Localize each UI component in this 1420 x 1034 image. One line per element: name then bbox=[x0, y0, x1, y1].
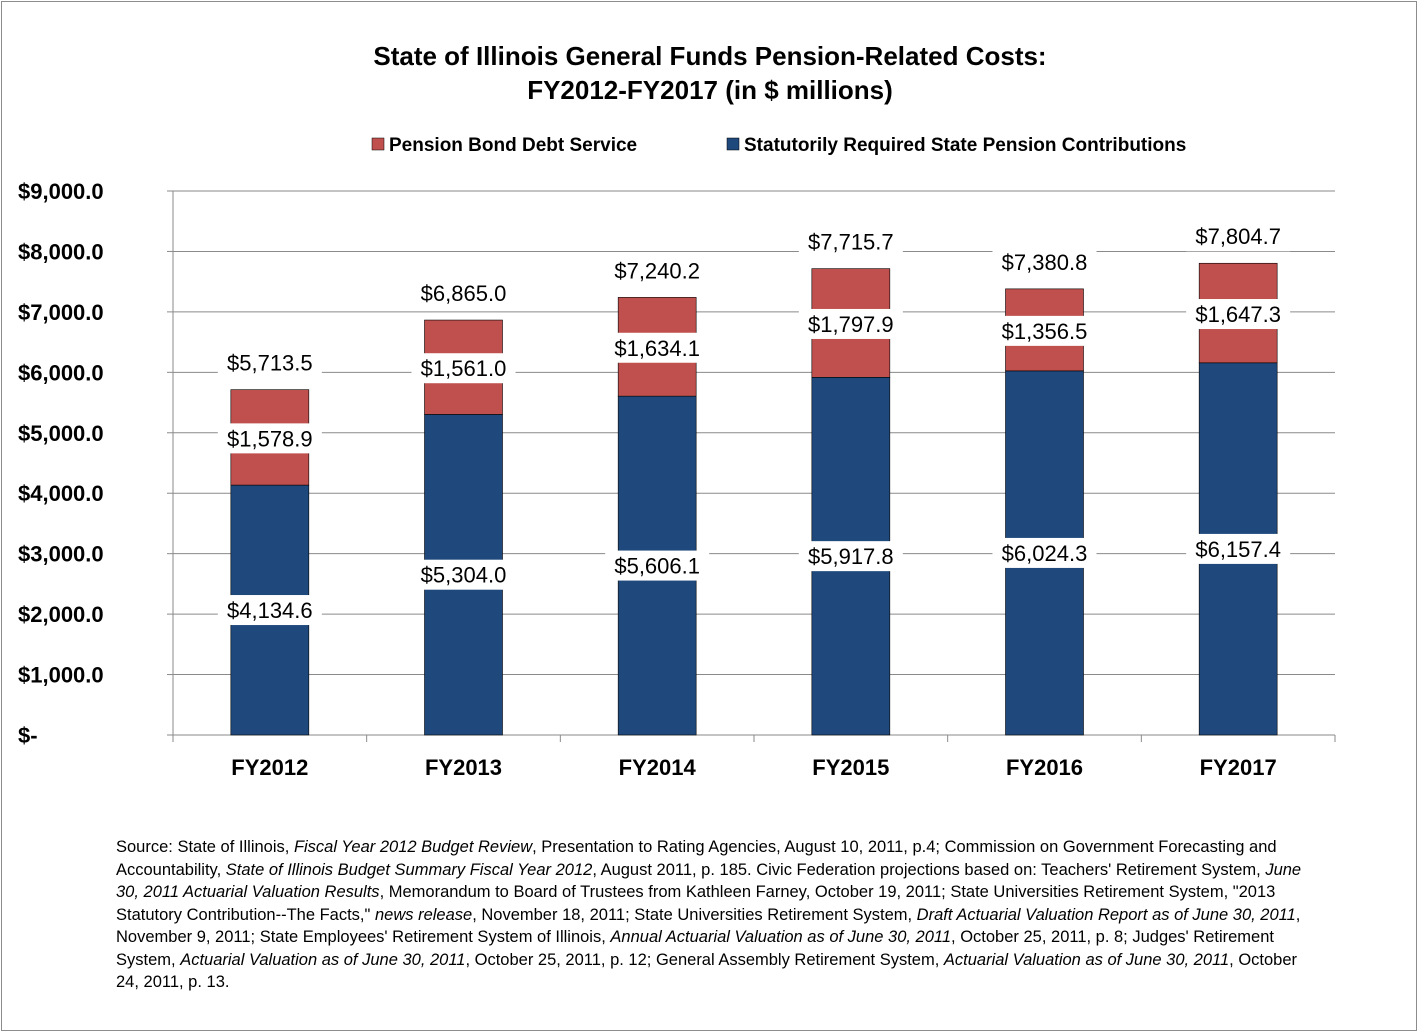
source-segment: news release bbox=[374, 905, 473, 924]
data-label-total: $7,240.2 bbox=[614, 258, 700, 283]
y-tick-label: $1,000.0 bbox=[18, 663, 104, 688]
source-segment: Actuarial Valuation as of June 30, 2011 bbox=[943, 950, 1230, 969]
data-label-contribution: $6,157.4 bbox=[1195, 537, 1281, 562]
data-label-box bbox=[798, 308, 903, 339]
legend-item-debt-service: Pension Bond Debt Service bbox=[371, 135, 637, 156]
chart-title: State of Illinois General Funds Pension-… bbox=[373, 41, 1047, 71]
y-tick-label: $5,000.0 bbox=[18, 421, 104, 446]
data-label-contribution: $4,134.6 bbox=[227, 598, 313, 623]
data-label-box bbox=[411, 559, 516, 590]
data-label-total: $7,804.7 bbox=[1195, 224, 1281, 249]
data-label-debt-service: $1,634.1 bbox=[614, 336, 700, 361]
y-tick-label: $7,000.0 bbox=[18, 300, 104, 325]
data-label-box bbox=[1186, 533, 1291, 564]
data-label-box bbox=[217, 347, 322, 378]
x-category-label: FY2016 bbox=[1006, 755, 1083, 780]
data-label-box bbox=[1186, 299, 1291, 330]
data-label-contribution: $5,606.1 bbox=[614, 554, 700, 579]
source-segment: , October 25, 2011, p. 8; Judges' Retire… bbox=[116, 928, 1274, 969]
data-label-debt-service: $1,561.0 bbox=[421, 356, 507, 381]
data-label-box bbox=[992, 315, 1097, 346]
source-note: Source: State of Illinois, Fiscal Year 2… bbox=[116, 836, 1316, 994]
source-segment: State of Illinois Budget Summary Fiscal … bbox=[225, 860, 593, 879]
data-label-total: $5,713.5 bbox=[227, 351, 313, 376]
data-label-contribution: $6,024.3 bbox=[1002, 541, 1088, 566]
x-category-label: FY2017 bbox=[1200, 755, 1277, 780]
x-category-label: FY2013 bbox=[425, 755, 502, 780]
data-label-box bbox=[605, 550, 710, 581]
source-segment: , August 2011, p. 185. Civic Federation … bbox=[592, 860, 1266, 879]
data-label-box bbox=[217, 595, 322, 626]
data-label-debt-service: $1,578.9 bbox=[227, 426, 313, 451]
y-tick-label: $8,000.0 bbox=[18, 239, 104, 264]
source-segment: , Memorandum to Board of Trustees from K… bbox=[116, 883, 1276, 924]
legend: Pension Bond Debt Service Statutorily Req… bbox=[371, 135, 1186, 156]
data-label-box bbox=[798, 226, 903, 257]
legend-item-contributions: Statutorily Required State Pension Contr… bbox=[726, 135, 1186, 156]
y-tick-label: $9,000.0 bbox=[18, 179, 104, 204]
data-label-box bbox=[605, 255, 710, 286]
source-segment: Draft Actuarial Valuation Report as of J… bbox=[916, 905, 1296, 924]
source-segment: June 30, 2011 Actuarial Valuation Result… bbox=[116, 860, 1302, 902]
data-label-box bbox=[992, 537, 1097, 568]
data-label-box bbox=[1186, 221, 1291, 252]
data-label-contribution: $5,917.8 bbox=[808, 544, 894, 569]
source-segment: , Presentation to Rating Agencies, Augus… bbox=[116, 838, 1277, 879]
data-label-box bbox=[605, 332, 710, 363]
source-segment: , October 24, 2011, p. 13. bbox=[116, 950, 1298, 992]
chart-subtitle: FY2012-FY2017 (in $ millions) bbox=[527, 75, 893, 105]
data-label-total: $7,715.7 bbox=[808, 230, 894, 255]
source-segment: , October 25, 2011, p. 12; General Assem… bbox=[465, 950, 944, 969]
legend-label: Statutorily Required State Pension Contr… bbox=[744, 135, 1186, 156]
y-tick-label: $2,000.0 bbox=[18, 602, 104, 627]
x-category-label: FY2012 bbox=[231, 755, 308, 780]
y-tick-label: $4,000.0 bbox=[18, 481, 104, 506]
data-labels: $4,134.6 $1,578.9 $5,713.5 $5,304.0 $1,561.0… bbox=[217, 221, 1291, 626]
data-label-box bbox=[798, 541, 903, 572]
data-label-box bbox=[411, 278, 516, 309]
source-segment: , November 18, 2011; State Universities … bbox=[472, 905, 917, 924]
data-label-debt-service: $1,647.3 bbox=[1195, 302, 1281, 327]
source-segment: Annual Actuarial Valuation as of June 30… bbox=[610, 928, 952, 946]
data-label-debt-service: $1,797.9 bbox=[808, 312, 894, 337]
source-segment: Actuarial Valuation as of June 30, 2011 bbox=[180, 950, 466, 969]
data-label-contribution: $5,304.0 bbox=[421, 563, 507, 588]
legend-label: Pension Bond Debt Service bbox=[389, 135, 637, 156]
y-tick-label: $6,000.0 bbox=[18, 360, 104, 385]
chart-plot: Pension Bond Debt Service Statutorily Req… bbox=[18, 135, 1336, 780]
source-segment: , November 9, 2011; State Employees' Ret… bbox=[116, 905, 1301, 947]
axes: $- $1,000.0 $2,000.0 $3,000.0 $4,000.0 $5,000… bbox=[18, 179, 1336, 780]
data-label-box bbox=[992, 246, 1097, 277]
legend-swatch bbox=[371, 137, 385, 151]
data-label-total: $7,380.8 bbox=[1002, 250, 1088, 275]
data-label-debt-service: $1,356.5 bbox=[1002, 319, 1088, 344]
data-label-box bbox=[411, 353, 516, 384]
data-label-total: $6,865.0 bbox=[421, 281, 507, 306]
x-category-label: FY2014 bbox=[619, 755, 697, 780]
y-tick-label: $- bbox=[18, 723, 38, 748]
gridlines bbox=[173, 190, 1335, 676]
x-category-label: FY2015 bbox=[812, 755, 889, 780]
bars bbox=[230, 262, 1278, 736]
source-segment: Fiscal Year 2012 Budget Review bbox=[293, 838, 533, 856]
legend-swatch bbox=[726, 137, 740, 151]
y-tick-label: $3,000.0 bbox=[18, 542, 104, 567]
source-segment: Source: State of Illinois, bbox=[116, 838, 294, 856]
data-label-box bbox=[217, 423, 322, 454]
